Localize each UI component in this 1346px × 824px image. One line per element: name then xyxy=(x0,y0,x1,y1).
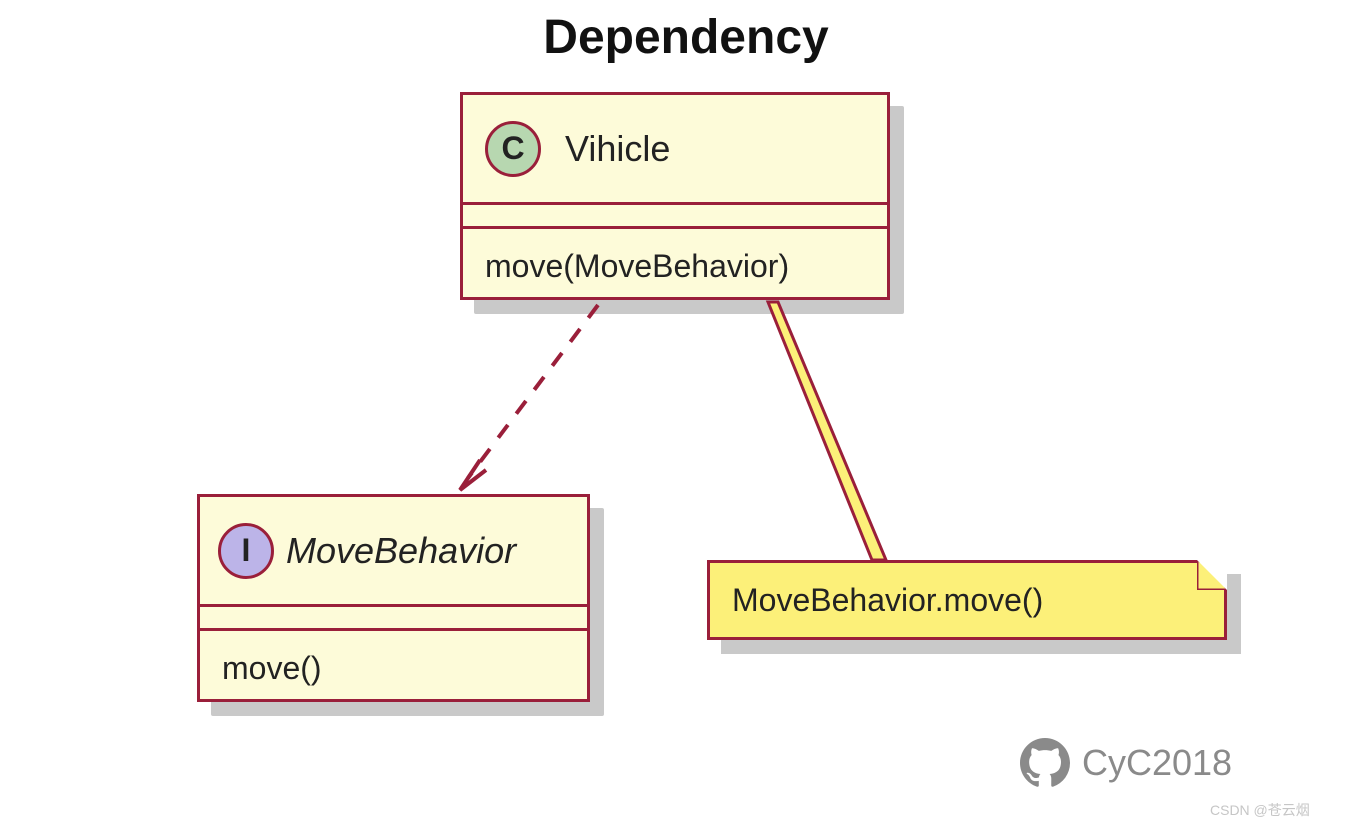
class-box: C Vihicle move(MoveBehavior) xyxy=(460,92,890,300)
interface-method-row: move() xyxy=(200,631,587,705)
class-header-row: C Vihicle xyxy=(463,95,887,205)
github-icon xyxy=(1020,738,1070,788)
class-badge: C xyxy=(485,121,541,177)
interface-spacer-row xyxy=(200,607,587,631)
class-spacer-row xyxy=(463,205,887,229)
note-fold-icon xyxy=(1197,560,1227,590)
class-name: Vihicle xyxy=(565,128,670,170)
interface-name: MoveBehavior xyxy=(286,530,516,572)
interface-badge: I xyxy=(218,523,274,579)
interface-method: move() xyxy=(222,650,322,687)
watermark: CyC2018 xyxy=(1020,738,1232,788)
diagram-title: Dependency xyxy=(496,10,876,65)
watermark-text: CyC2018 xyxy=(1082,742,1232,784)
dependency-arrowhead xyxy=(460,460,486,490)
interface-box: I MoveBehavior move() xyxy=(197,494,590,702)
dependency-line xyxy=(468,305,598,478)
csdn-watermark: CSDN @苍云烟 xyxy=(1210,800,1310,820)
interface-header-row: I MoveBehavior xyxy=(200,497,587,607)
note-connector xyxy=(768,302,886,560)
note-text: MoveBehavior.move() xyxy=(732,582,1043,619)
class-method: move(MoveBehavior) xyxy=(485,248,789,285)
note-box: MoveBehavior.move() xyxy=(707,560,1227,640)
class-method-row: move(MoveBehavior) xyxy=(463,229,887,303)
